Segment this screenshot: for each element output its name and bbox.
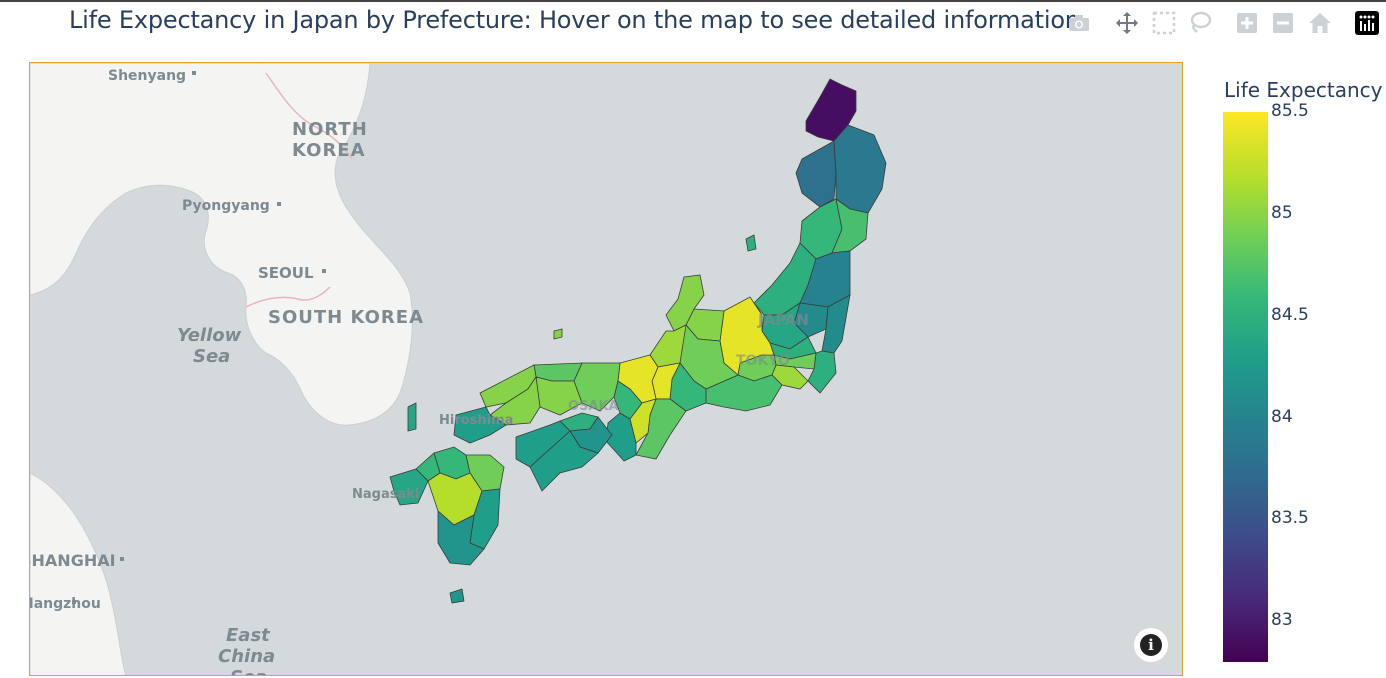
lasso-select-icon[interactable]: [1185, 9, 1215, 37]
land-china-coast: [30, 472, 127, 675]
map-panel[interactable]: Aomori Akita Iwate Yamagata Miyagi Niiga…: [29, 62, 1183, 676]
colorbar-tick-label: 83: [1271, 610, 1293, 631]
prefecture-miyagi[interactable]: Miyagi: [831, 198, 869, 254]
city-dot: [72, 600, 76, 604]
modebar: [1062, 6, 1386, 40]
label-east-china-sea-line2: China: [218, 646, 275, 667]
label-shanghai: SHANGHAI: [30, 551, 116, 570]
label-yellow-sea-line2: Sea: [193, 346, 230, 367]
label-japan: JAPAN: [757, 311, 809, 329]
prefecture-shimane[interactable]: Shimane: [553, 328, 563, 340]
chart-title: Life Expectancy in Japan by Prefecture: …: [69, 6, 1080, 34]
label-pyongyang: Pyongyang: [182, 198, 270, 214]
label-tokyo: TOKYO: [736, 353, 790, 369]
top-rule: [0, 0, 1386, 2]
prefecture-shizuoka[interactable]: Shizuoka: [705, 374, 783, 412]
prefecture-kagoshima[interactable]: Kagoshima: [437, 510, 485, 566]
colorbar-tick-label: 85: [1271, 202, 1293, 223]
label-east-china-sea-line3: Sea: [230, 667, 267, 676]
colorbar-title: Life Expectancy: [1224, 78, 1383, 102]
pan-icon[interactable]: [1112, 9, 1142, 37]
prefecture-aomori[interactable]: Aomori: [805, 78, 857, 142]
info-icon: i: [1140, 634, 1162, 656]
prefecture-kochi[interactable]: Kochi: [529, 430, 599, 492]
label-hiroshima: Hiroshima: [439, 413, 513, 428]
plotly-logo-icon[interactable]: [1352, 9, 1382, 37]
label-yellow-sea-line1: Yellow: [177, 325, 242, 346]
zoom-in-icon[interactable]: [1232, 9, 1262, 37]
prefecture-kagoshima[interactable]: Kagoshima: [449, 588, 465, 604]
city-dot: [120, 557, 124, 561]
prefecture-yamaguchi[interactable]: Yamaguchi: [453, 406, 507, 444]
label-nagasaki: Nagasaki: [352, 487, 419, 502]
colorbar: [1223, 112, 1268, 662]
info-button[interactable]: i: [1134, 628, 1168, 662]
camera-icon[interactable]: [1064, 9, 1094, 37]
prefecture-nagasaki[interactable]: Nagasaki: [389, 468, 429, 506]
border-line: [265, 72, 353, 160]
colorbar-tick-label: 85.5: [1271, 101, 1309, 121]
label-seoul: SEOUL: [258, 264, 314, 282]
prefecture-nagasaki[interactable]: Nagasaki: [407, 402, 417, 432]
label-hangzhou: Hangzhou: [30, 596, 101, 612]
label-east-china-sea-line1: East: [226, 625, 271, 646]
label-east-china-sea: EastChinaSea: [218, 625, 275, 676]
prefecture-niigata[interactable]: Niigata: [745, 234, 757, 252]
colorbar-tick-label: 83.5: [1271, 508, 1309, 529]
prefecture-iwate[interactable]: Iwate: [833, 124, 887, 214]
city-dot: [277, 202, 281, 206]
prefecture-wakayama[interactable]: Wakayama: [605, 412, 637, 462]
label-yellow-sea: Yellow Sea: [177, 325, 242, 367]
label-south-korea: SOUTH KOREA: [268, 307, 424, 328]
border-line: [245, 286, 331, 308]
box-select-icon[interactable]: [1149, 9, 1179, 37]
city-dot: [192, 71, 196, 75]
label-north-korea-line1: NORTH: [292, 119, 368, 140]
label-osaka: OSAKA: [568, 399, 619, 414]
reset-home-icon[interactable]: [1305, 9, 1335, 37]
prefecture-layer[interactable]: Aomori Akita Iwate Yamagata Miyagi Niiga…: [389, 78, 887, 604]
city-dot: [322, 269, 326, 273]
label-north-korea-line2: KOREA: [292, 140, 366, 161]
land-asia: [30, 63, 413, 426]
map-svg[interactable]: Aomori Akita Iwate Yamagata Miyagi Niiga…: [30, 63, 1183, 676]
colorbar-tick-label: 84.5: [1271, 304, 1309, 325]
label-shenyang: Shenyang: [108, 68, 186, 84]
label-north-korea: NORTH KOREA: [292, 119, 368, 161]
zoom-out-icon[interactable]: [1268, 9, 1298, 37]
colorbar-tick-label: 84: [1271, 406, 1293, 427]
